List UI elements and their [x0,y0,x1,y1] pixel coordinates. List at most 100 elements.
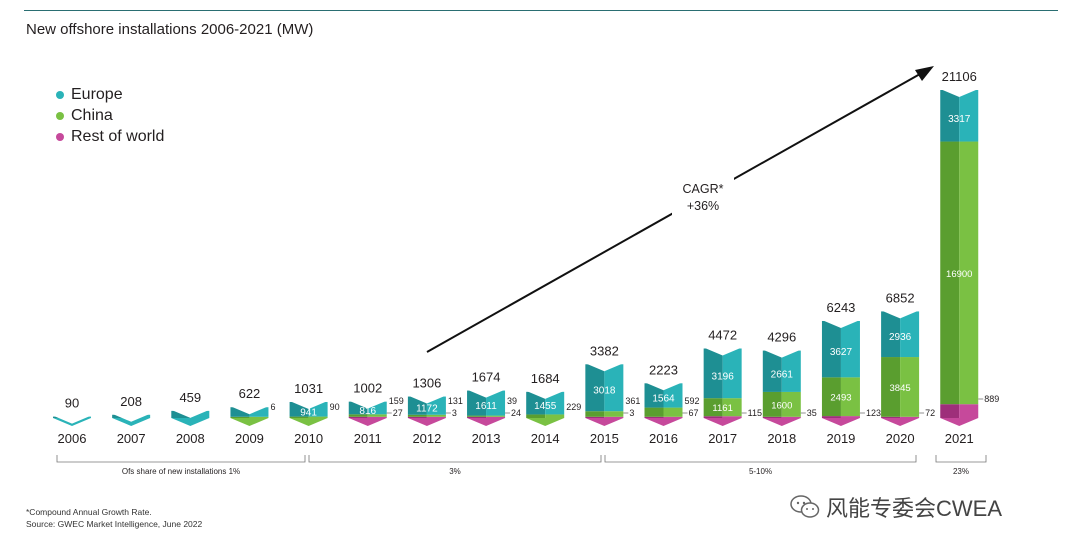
year-label-2009: 2009 [235,431,264,446]
row-label-2016: 67 [689,408,699,418]
cagr-arrow-head [915,66,934,81]
row-label-2018: 35 [807,408,817,418]
year-label-2014: 2014 [531,431,560,446]
total-label-2016: 2223 [649,362,678,377]
bar-china-2019-right [840,377,860,417]
share-bracket-1 [308,455,602,463]
bar-row-2021-left [940,404,960,418]
total-label-2015: 3382 [590,343,619,358]
bar-europe-2009-left [230,407,250,417]
legend-china-label: China [71,106,113,124]
bar-europe-2015-right [604,364,624,412]
row-label-2017: 115 [748,408,762,418]
bar-row-2019-left [821,416,841,418]
bar-europe-2021-left [940,90,960,142]
year-label-2018: 2018 [767,431,796,446]
year-label-2016: 2016 [649,431,678,446]
bar-europe-2018-left [762,350,782,392]
bar-top-notch-2017 [703,347,742,356]
bar-europe-2020-left [881,311,901,358]
year-label-2008: 2008 [176,431,205,446]
bar-base-2013 [467,418,506,426]
china-label-2012: 131 [448,396,463,406]
bar-europe-2008-right [190,410,210,418]
bar-top-notch-2011 [348,400,387,409]
watermark: 风能专委会CWEA [790,491,1002,523]
bar-china-2020-left [881,357,901,417]
bar-top-notch-2015 [585,363,624,372]
bar-europe-2015-left [585,364,605,412]
total-label-2014: 1684 [531,371,560,386]
year-label-2007: 2007 [117,431,146,446]
bar-top-notch-2012 [407,395,446,404]
bar-china-2012-left [407,414,427,417]
row-label-2013: 24 [511,408,521,418]
bar-base-2021 [940,418,979,426]
year-label-2006: 2006 [58,431,87,446]
share-bracket-2 [604,455,917,463]
legend-item-china: China [56,105,164,126]
bar-europe-2009-right [249,407,269,417]
europe-label-2020: 2936 [889,332,912,343]
watermark-text: 风能专委会CWEA [826,496,1003,521]
cagr-label-line2: +36% [687,199,719,213]
bar-top-notch-2018 [762,349,801,358]
bar-china-2013-right [486,415,506,417]
total-label-2012: 1306 [412,376,441,391]
bar-base-2020 [881,418,920,426]
bar-top-notch-2007 [112,413,151,422]
europe-label-2021: 3317 [948,114,971,125]
bar-china-2015-right [604,411,624,417]
bar-europe-2017-left [703,348,723,399]
bar-top-notch-2010 [289,400,328,409]
row-label-2012: 3 [452,408,457,418]
year-label-2021: 2021 [945,431,974,446]
bar-china-2013-left [467,415,487,417]
bar-top-notch-2008 [171,409,210,418]
bar-row-2017-right [722,416,742,418]
bar-base-2008 [171,418,210,426]
europe-label-2011: 816 [359,406,376,417]
bar-china-2012-right [426,414,446,417]
bar-china-2017-right [722,398,742,417]
bar-china-2009-right [249,416,269,418]
legend-china-swatch [56,111,64,120]
bar-china-2010-left [289,416,309,418]
china-label-2009: 6 [270,402,275,412]
bar-base-2016 [644,418,683,426]
china-label-2020: 3845 [890,383,911,394]
bar-base-2018 [762,418,801,426]
bar-europe-2017-right [722,348,742,399]
year-label-2013: 2013 [472,431,501,446]
bar-europe-2013-left [467,390,487,416]
bar-row-2017-left [703,416,723,418]
year-label-2012: 2012 [412,431,441,446]
footnote-source: Source: GWEC Market Intelligence, June 2… [26,519,203,529]
legend: Europe China Rest of world [56,84,164,147]
bar-base-2017 [703,418,742,426]
total-label-2017: 4472 [708,328,737,343]
bar-row-2021-right [959,404,979,418]
bar-row-2020-right [900,416,920,418]
total-label-2010: 1031 [294,381,323,396]
bar-china-2014-left [526,414,546,418]
row-label-2015: 3 [629,408,634,418]
bar-china-2017-left [703,398,723,417]
bar-china-2010-right [308,416,328,418]
bar-china-2018-left [762,391,782,417]
bar-base-2009 [230,418,269,426]
share-bracket-0 [56,455,306,463]
bar-china-2021-right [959,141,979,405]
legend-europe-label: Europe [71,85,123,103]
europe-label-2015: 3018 [593,386,616,397]
row-label-2011: 27 [393,408,403,418]
bar-europe-2016-right [663,383,683,408]
bar-base-2019 [821,418,860,426]
bar-row-2016-right [663,416,683,418]
row-label-2019: 123 [866,408,881,418]
total-label-2013: 1674 [472,370,501,385]
china-label-2011: 159 [389,396,404,406]
total-label-2018: 4296 [767,330,796,345]
bar-row-2015-left [585,416,605,418]
bar-row-2018-right [781,416,801,418]
